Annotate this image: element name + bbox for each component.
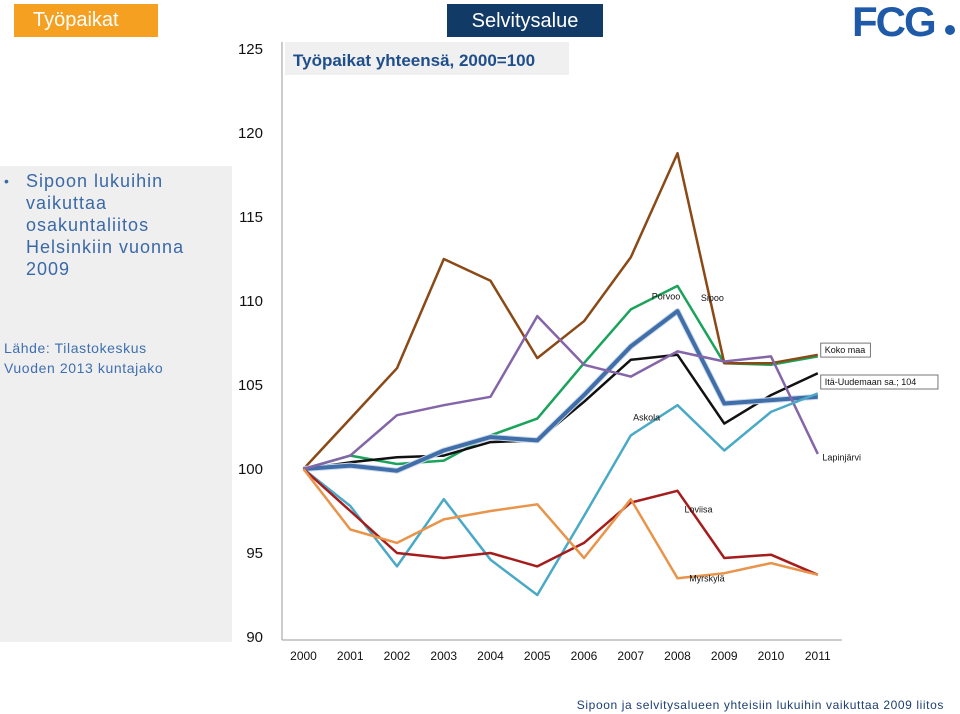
chart-title: Työpaikat yhteensä, 2000=100 [293,51,535,70]
bullet-text: Sipoon lukuihin vaikuttaa osakuntaliitos… [26,171,185,279]
fcg-logo: FCG [852,2,955,42]
series-label: Koko maa [825,345,866,355]
x-tick-label: 2011 [805,649,831,663]
y-tick-label: 95 [246,545,263,562]
y-tick-label: 110 [239,293,263,310]
footer-note: Sipoon ja selvitysalueen yhteisiin lukui… [576,698,944,712]
series-line-askola [302,392,819,597]
x-tick-label: 2004 [477,649,504,663]
series-labels: Porvoo Sipoo Askola Loviisa Myrskylä Koko maa… [633,291,939,584]
series-line-koko-maa [303,353,819,471]
series-label: Lapinjärvi [822,453,861,463]
series-label: Sipoo [701,293,724,303]
x-tick-label: 2001 [337,649,364,663]
x-tick-label: 2000 [290,649,317,663]
source-line-1: Lähde: Tilastokeskus [4,340,147,356]
series-line-it-uudemaan-sa-104 [303,309,818,473]
source-line-2: Vuoden 2013 kuntajako [4,360,164,376]
series-label: Porvoo [652,291,681,301]
series-label: Myrskylä [689,574,725,584]
logo-dot [945,25,955,35]
y-tick-label: 90 [246,629,263,646]
series-lines [302,151,819,597]
source-note: Lähde: Tilastokeskus Vuoden 2013 kuntaja… [4,338,232,378]
x-tick-label: 2005 [524,649,551,663]
left-info-panel [0,166,232,642]
series-label: Askola [633,412,660,422]
series-line-loviisa [302,468,819,576]
series-label-box [820,342,871,358]
series-line-porvoo [303,284,819,471]
x-tick-label: 2009 [711,649,738,663]
logo-text: FCG [852,2,935,42]
section-badge: Selvitysalue [447,4,603,37]
series-label: Loviisa [685,505,713,515]
y-tick-label: 105 [238,377,263,394]
y-tick-label: 115 [239,209,263,226]
y-tick-label: 100 [238,461,263,478]
series-line-lapinj-rvi [303,314,819,471]
bullet-dot-icon: • [4,173,9,189]
x-tick-label: 2008 [664,649,691,663]
x-axis-ticks: 2000 2001 2002 2003 2004 2005 2006 2007 2008 2009… [290,649,831,663]
x-tick-label: 2006 [571,649,598,663]
series-line-myrskyl [302,468,819,580]
series-label: Itä-Uudemaan sa.; 104 [825,377,917,387]
x-tick-label: 2010 [758,649,785,663]
chart-title-background [285,42,569,75]
x-tick-label: 2002 [384,649,411,663]
y-tick-label: 120 [238,125,263,142]
y-axis-ticks: 90 95 100 105 110 115 120 125 [238,41,263,646]
series-label-box [820,374,939,390]
x-tick-label: 2007 [617,649,644,663]
y-tick-label: 125 [238,41,263,58]
slide-title: Työpaikat [14,4,158,37]
x-tick-label: 2003 [430,649,457,663]
